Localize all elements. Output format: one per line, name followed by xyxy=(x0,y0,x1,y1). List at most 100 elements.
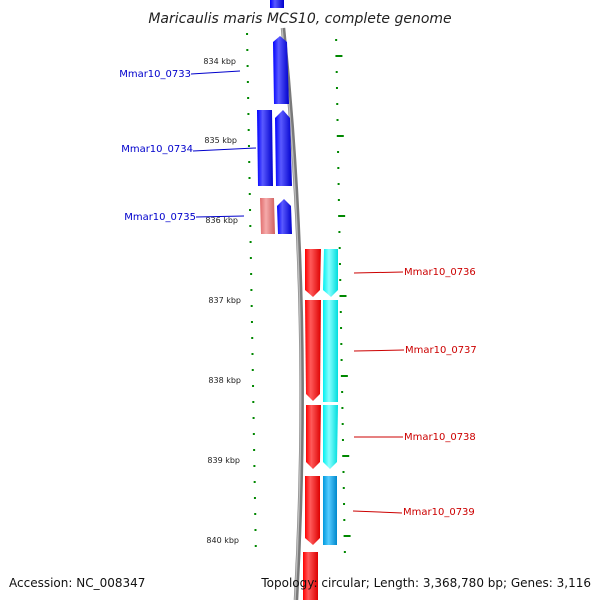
scale-tick-major xyxy=(338,215,346,217)
reverse-strand-genes xyxy=(303,249,338,600)
gene-arrow-mmar10-0737-cyan[interactable] xyxy=(323,300,338,402)
scale-tick-minor xyxy=(339,311,342,313)
scale-tick-minor xyxy=(250,289,253,291)
scale-tick-minor xyxy=(335,71,338,73)
gene-arrow-mmar10-0734-left[interactable] xyxy=(257,110,273,186)
scale-tick-minor xyxy=(246,49,249,51)
scale-tick-minor xyxy=(342,471,345,473)
gene-leader-line xyxy=(353,271,404,274)
scale-tick-minor xyxy=(254,513,257,515)
scale-tick-minor xyxy=(337,183,340,185)
scale-tick-minor xyxy=(252,433,255,435)
gene-arrow-mmar10-0739[interactable] xyxy=(305,476,320,545)
scale-tick-minor xyxy=(247,113,250,115)
scale-tick-minor xyxy=(250,321,253,323)
gene-arrow-mmar10-0737[interactable] xyxy=(305,300,321,401)
scale-tick-major xyxy=(342,455,350,457)
scale-tick-minor xyxy=(253,497,256,499)
scale-tick-minor xyxy=(252,401,255,403)
scale-tick-minor xyxy=(343,519,346,521)
scale-tick-minor xyxy=(250,305,253,307)
scale-tick-minor xyxy=(335,87,338,89)
kbp-label: 835 kbp xyxy=(204,136,237,145)
scale-tick-minor xyxy=(253,449,256,451)
scale-tick-minor xyxy=(336,103,339,105)
gene-arrow-top-partial[interactable] xyxy=(270,0,284,8)
scale-tick-minor xyxy=(343,551,346,553)
left-tick-column xyxy=(246,33,257,547)
scale-labels: 834 kbp 835 kbp 836 kbp 837 kbp 838 kbp … xyxy=(203,57,241,545)
scale-tick-minor xyxy=(247,145,250,147)
scale-tick-minor xyxy=(338,263,341,265)
right-tick-column xyxy=(335,39,351,553)
scale-tick-major xyxy=(343,535,351,537)
genome-backbone xyxy=(280,27,304,600)
scale-tick-minor xyxy=(340,343,343,345)
scale-tick-major xyxy=(335,55,343,57)
gene-leader-line xyxy=(353,349,405,352)
scale-tick-minor xyxy=(246,81,249,83)
scale-tick-minor xyxy=(338,231,341,233)
genome-backbone-highlight xyxy=(281,27,302,600)
scale-tick-minor xyxy=(247,97,250,99)
scale-tick-minor xyxy=(341,391,344,393)
scale-tick-major xyxy=(336,135,344,137)
gene-label-mmar10-0735[interactable]: Mmar10_0735 xyxy=(124,212,196,223)
scale-tick-minor xyxy=(248,161,251,163)
scale-tick-minor xyxy=(252,417,255,419)
scale-tick-minor xyxy=(249,225,252,227)
scale-tick-minor xyxy=(341,407,344,409)
scale-tick-minor xyxy=(337,167,340,169)
kbp-label: 834 kbp xyxy=(203,57,236,66)
gene-arrow-bottom-partial[interactable] xyxy=(303,552,318,600)
gene-arrow-mmar10-0733[interactable] xyxy=(273,36,289,104)
scale-tick-minor xyxy=(250,273,253,275)
gene-arrow-mmar10-0735-rna[interactable] xyxy=(260,198,275,234)
accession-text: Accession: NC_008347 xyxy=(9,576,145,590)
gene-arrow-mmar10-0736[interactable] xyxy=(305,249,321,297)
gene-label-mmar10-0738[interactable]: Mmar10_0738 xyxy=(404,432,476,443)
scale-tick-minor xyxy=(336,119,339,121)
forward-strand-genes xyxy=(257,0,292,234)
gene-leader-line xyxy=(192,147,257,152)
gene-label-mmar10-0734[interactable]: Mmar10_0734 xyxy=(121,144,193,155)
kbp-label: 838 kbp xyxy=(208,376,241,385)
gene-leader-line xyxy=(195,215,245,218)
gene-arrow-mmar10-0734-right[interactable] xyxy=(275,110,292,186)
kbp-label: 840 kbp xyxy=(206,536,239,545)
gene-leader-line xyxy=(190,70,241,75)
scale-tick-minor xyxy=(253,481,256,483)
gene-label-mmar10-0739[interactable]: Mmar10_0739 xyxy=(403,507,475,518)
scale-tick-minor xyxy=(254,545,257,547)
scale-tick-minor xyxy=(341,423,344,425)
scale-tick-minor xyxy=(251,369,254,371)
gene-label-mmar10-0737[interactable]: Mmar10_0737 xyxy=(405,345,477,356)
scale-tick-minor xyxy=(340,327,343,329)
scale-tick-minor xyxy=(248,177,251,179)
scale-tick-minor xyxy=(341,439,344,441)
gene-arrow-mmar10-0739-blue[interactable] xyxy=(323,476,337,545)
gene-arrow-mmar10-0736-cyan[interactable] xyxy=(323,249,338,297)
gene-arrow-mmar10-0735[interactable] xyxy=(277,199,292,234)
scale-tick-minor xyxy=(252,385,255,387)
scale-tick-minor xyxy=(337,199,340,201)
left-gene-labels: Mmar10_0733 Mmar10_0734 Mmar10_0735 xyxy=(119,69,257,223)
scale-tick-minor xyxy=(338,247,341,249)
gene-label-mmar10-0736[interactable]: Mmar10_0736 xyxy=(404,267,476,278)
kbp-label: 836 kbp xyxy=(205,216,238,225)
gene-arrow-mmar10-0738-cyan[interactable] xyxy=(323,405,338,469)
scale-tick-minor xyxy=(343,503,346,505)
scale-tick-minor xyxy=(253,465,256,467)
kbp-label: 839 kbp xyxy=(207,456,240,465)
scale-tick-minor xyxy=(340,359,343,361)
scale-tick-minor xyxy=(254,529,257,531)
scale-tick-minor xyxy=(251,337,254,339)
right-gene-labels: Mmar10_0736 Mmar10_0737 Mmar10_0738 Mmar… xyxy=(352,267,477,518)
gene-label-mmar10-0733[interactable]: Mmar10_0733 xyxy=(119,69,191,80)
scale-tick-minor xyxy=(251,353,254,355)
scale-tick-minor xyxy=(246,65,249,67)
scale-tick-minor xyxy=(248,193,251,195)
scale-tick-major xyxy=(339,295,347,297)
gene-arrow-mmar10-0738[interactable] xyxy=(306,405,321,469)
